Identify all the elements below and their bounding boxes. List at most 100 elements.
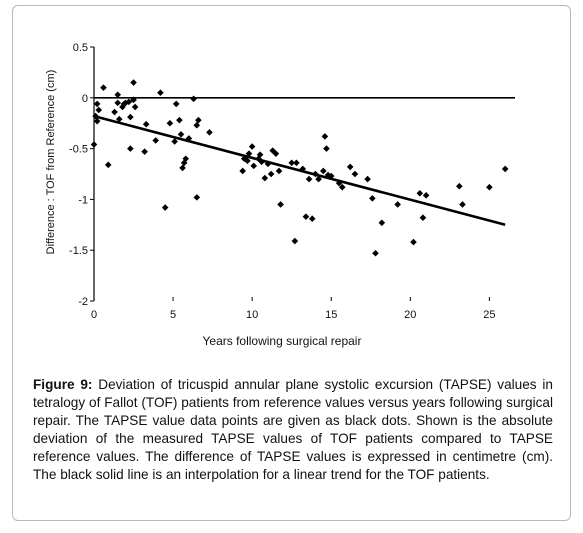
data-point <box>321 133 329 140</box>
data-point <box>293 159 300 167</box>
data-point <box>141 148 148 155</box>
x-tick-label: 5 <box>170 309 176 321</box>
data-point <box>92 112 99 120</box>
data-point <box>182 155 190 163</box>
chart-axes: -2 -1.5 -1 -0.5 0 0.5 0 5 10 15 20 25 <box>69 42 495 321</box>
figure-caption-text: Deviation of tricuspid annular plane sys… <box>33 377 553 482</box>
data-point <box>142 120 150 128</box>
data-point <box>315 175 322 183</box>
data-point <box>171 138 178 145</box>
data-point <box>416 190 424 197</box>
y-axis-label: Difference : TOF from Reference (cm) <box>45 70 57 255</box>
y-tick-label: -1.5 <box>69 245 88 257</box>
data-point <box>206 129 213 136</box>
data-point <box>255 155 262 163</box>
data-point <box>240 155 248 163</box>
x-tick-label: 15 <box>325 309 337 321</box>
data-point <box>130 96 137 104</box>
chart-marks <box>90 79 515 257</box>
data-point <box>369 195 376 202</box>
data-point <box>195 116 202 124</box>
data-point <box>277 201 284 208</box>
data-point <box>127 145 134 152</box>
y-tick-label: 0.5 <box>73 42 88 54</box>
data-point <box>419 214 427 221</box>
data-point <box>90 141 98 148</box>
data-point <box>305 175 313 183</box>
data-point <box>351 170 359 178</box>
data-point <box>111 108 118 116</box>
data-point <box>100 84 107 91</box>
data-point <box>264 160 272 168</box>
y-tick-label: -0.5 <box>69 144 88 156</box>
data-point <box>327 172 335 180</box>
data-point <box>127 113 134 121</box>
data-point <box>93 117 101 125</box>
data-point <box>93 100 101 108</box>
x-tick-label: 0 <box>91 309 97 321</box>
data-point <box>177 131 185 138</box>
data-point <box>193 194 201 201</box>
data-point <box>275 167 283 175</box>
data-point <box>288 159 295 167</box>
trend-line <box>93 114 506 227</box>
data-point <box>501 165 509 173</box>
data-point <box>239 167 246 175</box>
data-point <box>364 175 371 183</box>
y-tick-label: -1 <box>78 194 88 206</box>
data-point <box>486 183 493 191</box>
data-point <box>161 204 169 211</box>
x-tick-label: 25 <box>483 309 495 321</box>
data-point <box>312 170 319 178</box>
data-point <box>261 174 269 182</box>
x-tick-label: 20 <box>404 309 416 321</box>
data-point <box>320 167 327 175</box>
data-point <box>394 201 401 208</box>
data-point <box>190 95 197 103</box>
figure-frame <box>12 5 571 521</box>
data-point <box>422 192 430 199</box>
data-point <box>267 170 275 178</box>
y-tick-label: 0 <box>82 93 88 105</box>
data-point <box>250 162 258 170</box>
data-point <box>245 150 253 157</box>
figure-label: Figure 9: <box>33 377 93 392</box>
data-point <box>152 137 159 144</box>
data-point <box>456 182 463 190</box>
data-point <box>299 165 307 173</box>
data-point <box>410 238 417 246</box>
data-point <box>180 159 188 167</box>
data-point <box>338 183 346 191</box>
data-point <box>459 201 466 208</box>
data-point <box>378 219 386 227</box>
figure-caption: Figure 9: Deviation of tricuspid annular… <box>33 376 553 484</box>
data-point <box>256 151 264 158</box>
data-point <box>372 249 379 257</box>
data-point <box>323 145 330 152</box>
x-axis-label: Years following surgical repair <box>203 334 362 348</box>
data-point <box>114 91 122 99</box>
data-point <box>125 98 133 106</box>
data-point <box>248 143 256 150</box>
data-point <box>131 103 139 111</box>
data-point <box>166 119 174 127</box>
data-point <box>157 89 164 97</box>
data-point <box>104 161 112 169</box>
data-point <box>291 237 299 245</box>
data-point <box>95 106 103 114</box>
data-point <box>179 164 186 172</box>
data-point <box>244 157 251 165</box>
data-point <box>193 121 201 129</box>
data-point <box>114 99 122 107</box>
data-point <box>185 135 193 142</box>
data-point <box>302 213 310 220</box>
x-tick-label: 10 <box>246 309 258 321</box>
data-point <box>272 150 280 157</box>
y-tick-label: -2 <box>78 296 88 308</box>
scatter-chart: -2 -1.5 -1 -0.5 0 0.5 0 5 10 15 20 25 Years followi… <box>45 42 515 348</box>
data-point <box>346 163 354 171</box>
data-point <box>116 115 123 123</box>
data-point <box>130 79 137 86</box>
data-point <box>172 100 180 108</box>
data-point <box>308 215 316 223</box>
